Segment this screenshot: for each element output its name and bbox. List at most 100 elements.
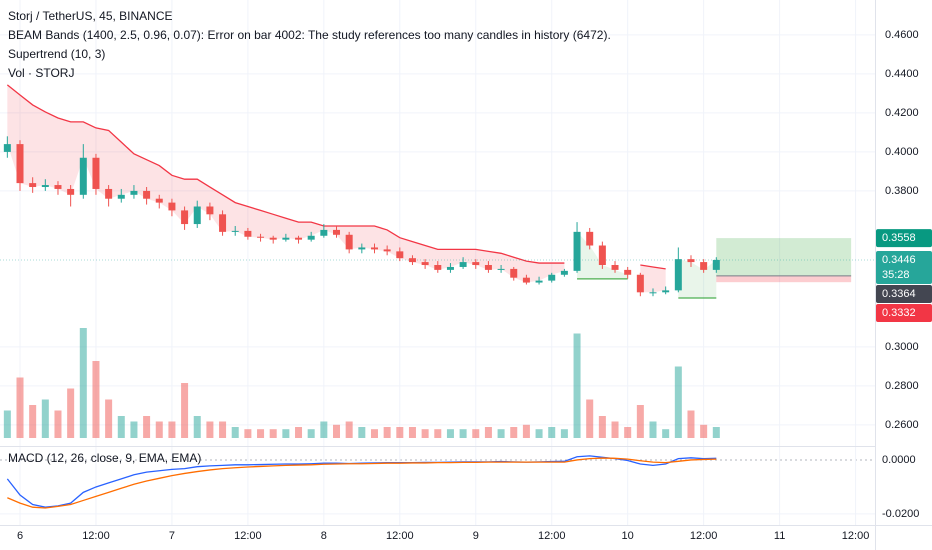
candle-body <box>662 290 670 293</box>
candle-body <box>560 270 568 275</box>
price-label-box <box>876 284 932 303</box>
x-tick-label: 9 <box>473 530 479 542</box>
price-label-box <box>876 250 932 284</box>
volume-bar <box>497 429 505 438</box>
candle-body <box>155 198 163 203</box>
volume-bar <box>54 410 62 438</box>
y-tick-label: -0.0200 <box>882 508 919 520</box>
macd-line <box>7 457 717 509</box>
candle-body <box>257 236 265 238</box>
candle-body <box>408 258 416 263</box>
candle-body <box>219 214 227 232</box>
candle-body <box>611 265 619 270</box>
volume-bar <box>244 429 252 438</box>
indicator-legend: Supertrend (10, 3) <box>8 47 105 61</box>
volume-bar <box>421 429 429 438</box>
volume-bar <box>3 410 11 438</box>
candle-body <box>105 188 113 199</box>
volume-bar <box>79 328 87 438</box>
volume-bar <box>358 427 366 438</box>
candle-body <box>16 144 24 184</box>
x-tick-label: 12:00 <box>82 530 110 542</box>
candle-body <box>143 190 151 199</box>
candle-body <box>130 190 138 195</box>
y-tick-label: 0.2600 <box>885 419 919 431</box>
candle-body <box>244 230 252 237</box>
volume-bar <box>662 429 670 438</box>
bar-countdown: 35:28 <box>882 269 910 281</box>
axes: 0.4600 0.4400 0.4200 0.4000 0.3800 0.3000 0.28… <box>17 29 932 542</box>
volume-bar <box>345 421 353 438</box>
position-target <box>716 238 852 276</box>
volume-bar <box>67 388 75 438</box>
x-tick-label: 12:00 <box>234 530 262 542</box>
candle-body <box>434 265 442 270</box>
volume-bar <box>649 421 657 438</box>
volume-bar <box>29 405 37 438</box>
volume-bar <box>408 427 416 438</box>
trend-fill <box>640 265 666 293</box>
position-stop <box>716 275 852 283</box>
volume-bar <box>586 399 594 438</box>
x-tick-label: 7 <box>169 530 175 542</box>
volume-bar <box>560 429 568 438</box>
volume-bar <box>712 427 720 438</box>
volume-bar <box>168 421 176 438</box>
candle-body <box>421 262 429 266</box>
candle-body <box>269 237 277 240</box>
volume-bar <box>598 416 606 438</box>
candle-body <box>497 268 505 270</box>
price-label: 0.3332 <box>882 307 916 319</box>
volume-bar <box>624 427 632 438</box>
volume-bar <box>611 421 619 438</box>
x-tick-label: 6 <box>17 530 23 542</box>
volume-bar <box>257 429 265 438</box>
volume-bar <box>535 429 543 438</box>
y-tick-label: 0.0000 <box>882 454 916 466</box>
candle-body <box>396 251 404 259</box>
volume-bar <box>320 421 328 438</box>
volume-bar <box>206 421 214 438</box>
candle-body <box>320 229 328 236</box>
candle-body <box>333 229 341 235</box>
volume-bar <box>396 427 404 438</box>
volume-bar <box>155 421 163 438</box>
candle-body <box>687 259 695 263</box>
candle-body <box>181 210 189 225</box>
volume-bar <box>573 333 581 438</box>
price-label: 0.3558 <box>882 232 916 244</box>
y-tick-label: 0.2800 <box>885 380 919 392</box>
x-tick-label: 12:00 <box>538 530 566 542</box>
candle-body <box>649 292 657 294</box>
candle-body <box>624 269 632 275</box>
volume-bar <box>181 383 189 438</box>
candle-body <box>548 274 556 281</box>
candle-body <box>295 237 303 240</box>
volume-bar <box>687 410 695 438</box>
volume-bar <box>41 399 49 438</box>
volume-bar <box>295 427 303 438</box>
candle-body <box>67 188 75 195</box>
x-tick-label: 11 <box>774 530 785 542</box>
y-tick-label: 0.4000 <box>885 146 919 158</box>
trend-fill <box>7 84 565 283</box>
x-tick-label: 12:00 <box>386 530 414 542</box>
price-label: 0.3446 <box>882 254 916 266</box>
candle-body <box>636 274 644 293</box>
indicator-legend: BEAM Bands (1400, 2.5, 0.96, 0.07): Erro… <box>8 28 611 42</box>
volume-bar <box>522 424 530 438</box>
volume-bar <box>700 424 708 438</box>
candle-body <box>41 185 49 188</box>
y-tick-label: 0.3000 <box>885 341 919 353</box>
volume-bar <box>434 429 442 438</box>
y-tick-label: 0.3800 <box>885 185 919 197</box>
volume-bar <box>282 429 290 438</box>
volume-bar <box>117 416 125 438</box>
candle-body <box>383 249 391 252</box>
y-tick-label: 0.4600 <box>885 29 919 41</box>
candle-body <box>472 262 480 266</box>
price-label-box <box>876 229 932 248</box>
candle-body <box>484 265 492 270</box>
